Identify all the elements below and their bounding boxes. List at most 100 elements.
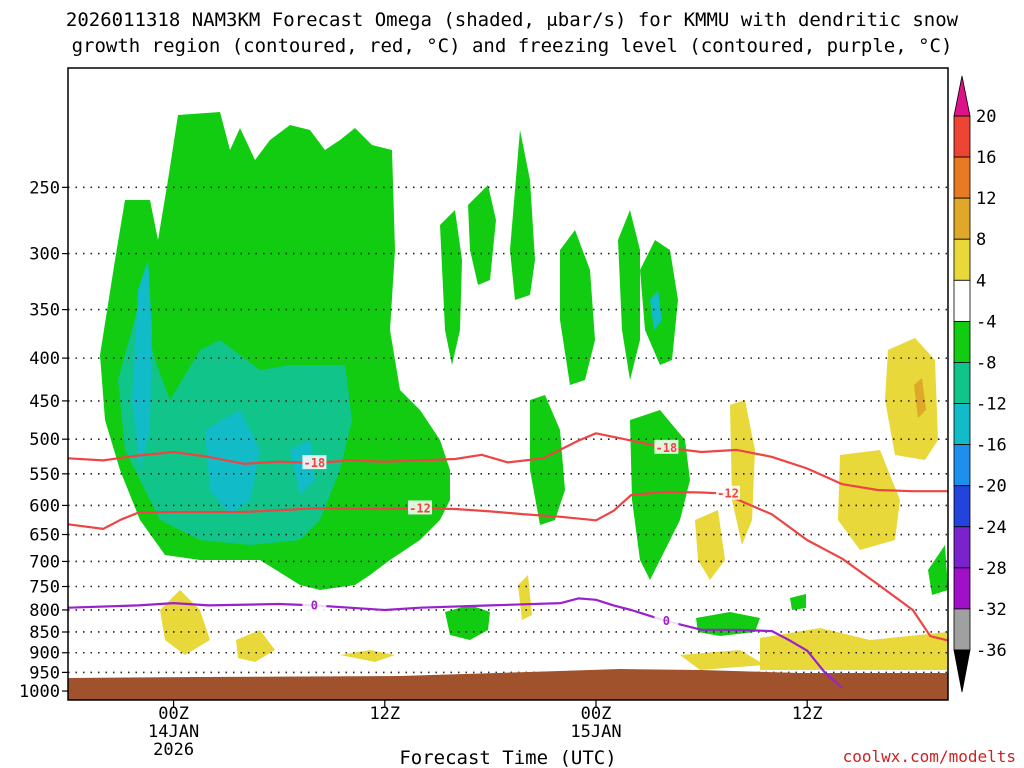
omega-region-yellow-f	[236, 630, 275, 662]
colorbar-label-3: 8	[976, 230, 986, 250]
contour-label-0-1: -18	[656, 441, 678, 455]
colorbar-swatch-1	[953, 156, 971, 199]
x-tick-label-2-1: 00Z	[581, 704, 612, 724]
omega-region-green-k	[790, 594, 806, 610]
colorbar-label-9: -20	[976, 477, 1007, 497]
x-tick-label-0-2: 14JAN	[148, 722, 199, 742]
contour-label-2-1: 0	[663, 614, 670, 628]
y-tick-label-250: 250	[29, 178, 60, 198]
y-tick-label-800: 800	[29, 601, 60, 621]
colorbar-swatch-8	[953, 444, 971, 487]
y-tick-label-950: 950	[29, 663, 60, 683]
colorbar-swatch-11	[953, 567, 971, 610]
omega-region-yellow-i	[760, 628, 948, 670]
chart-title-line2: growth region (contoured, red, °C) and f…	[72, 35, 953, 57]
colorbar-label-10: -24	[976, 518, 1007, 538]
x-tick-label-3-1: 12Z	[792, 704, 823, 724]
y-tick-label-650: 650	[29, 526, 60, 546]
omega-region-cyan-a	[132, 260, 152, 470]
omega-region-green-l	[928, 545, 948, 595]
omega-region-yellow-a	[885, 338, 938, 460]
contour-label-bg-1-0	[408, 500, 432, 515]
y-tick-label-600: 600	[29, 496, 60, 516]
contour-line-1	[68, 490, 948, 642]
colorbar-label-8: -16	[976, 436, 1007, 456]
colorbar-swatch-6	[953, 362, 971, 404]
contour-label-2-0: 0	[311, 598, 318, 612]
y-tick-label-450: 450	[29, 392, 60, 412]
omega-region-yellow-b	[730, 400, 755, 545]
colorbar-swatch-0	[953, 115, 971, 158]
contour-line-0	[68, 432, 948, 493]
contour-label-1-1: -12	[717, 487, 739, 501]
y-tick-label-300: 300	[29, 245, 60, 265]
omega-region-green-d	[530, 395, 565, 525]
y-tick-label-1000: 1000	[19, 682, 60, 702]
contour-label-bg-2-0	[302, 597, 327, 612]
y-tick-label-400: 400	[29, 349, 60, 369]
colorbar-label-2: 12	[976, 189, 996, 209]
colorbar-label-12: -32	[976, 600, 1007, 620]
omega-region-green-f	[618, 210, 640, 380]
contour-label-1-0: -12	[409, 501, 431, 515]
omega-region-green-i	[445, 605, 490, 640]
omega-region-cyan-d	[650, 290, 662, 330]
omega-region-green-e	[560, 230, 595, 385]
omega-region-yellow-c	[838, 450, 900, 550]
y-tick-label-850: 850	[29, 623, 60, 643]
ground-surface	[68, 669, 948, 700]
omega-region-green-b	[468, 185, 496, 285]
colorbar-swatch-9	[953, 485, 971, 528]
y-tick-label-700: 700	[29, 552, 60, 572]
omega-region-orange	[914, 378, 926, 418]
colorbar-over-arrow	[953, 75, 971, 117]
contour-label-0-0: -18	[304, 456, 326, 470]
colorbar-label-6: -8	[976, 353, 996, 373]
colorbar-swatch-4	[953, 279, 971, 322]
omega-region-green-a	[440, 210, 462, 365]
omega-region-yellow-j	[680, 650, 765, 670]
colorbar-swatch-3	[953, 238, 971, 281]
colorbar-swatch-5	[953, 320, 971, 363]
omega-shading	[100, 112, 948, 670]
y-tick-label-900: 900	[29, 644, 60, 664]
contour-label-bg-0-1	[654, 439, 679, 454]
x-axis-label: Forecast Time (UTC)	[399, 747, 616, 768]
colorbar: 20 16 12 8 4 -4 -8 -12 -16 -20 -24 -28 -32 -36	[953, 75, 1007, 693]
colorbar-swatch-12	[953, 608, 971, 651]
credit-text: coolwx.com/modelts	[843, 747, 1016, 766]
colorbar-label-1: 16	[976, 148, 996, 168]
contour-label-bg-1-1	[716, 485, 740, 500]
colorbar-label-7: -12	[976, 395, 1007, 415]
colorbar-swatch-10	[953, 526, 971, 569]
colorbar-label-5: -4	[976, 312, 996, 332]
y-tick-label-750: 750	[29, 578, 60, 598]
contour-label-bg-0-0	[302, 455, 327, 470]
x-tick-label-0-1: 00Z	[158, 704, 189, 724]
colorbar-label-4: 4	[976, 271, 986, 291]
colorbar-swatch-7	[953, 403, 971, 446]
omega-region-yellow-h	[518, 575, 532, 620]
y-axis: 2503003504004505005506006507007508008509…	[19, 178, 68, 702]
x-tick-label-1-1: 12Z	[369, 704, 400, 724]
y-tick-label-550: 550	[29, 465, 60, 485]
plot-frame	[67, 67, 949, 701]
colorbar-label-11: -28	[976, 559, 1007, 579]
colorbar-label-13: -36	[976, 641, 1007, 661]
omega-region-green-c	[510, 130, 535, 300]
y-tick-label-350: 350	[29, 301, 60, 321]
contour-line-2	[68, 597, 844, 689]
omega-region-yellow-d	[695, 510, 725, 580]
chart-title-line1: 2026011318 NAM3KM Forecast Omega (shaded…	[66, 9, 959, 31]
y-tick-label-500: 500	[29, 430, 60, 450]
colorbar-swatch-2	[953, 197, 971, 240]
colorbar-under-arrow	[953, 649, 971, 693]
x-tick-label-0-3: 2026	[153, 740, 194, 760]
colorbar-label-0: 20	[976, 107, 996, 127]
omega-region-yellow-e	[160, 590, 210, 655]
contour-label-bg-2-1	[654, 613, 679, 628]
x-tick-label-2-2: 15JAN	[570, 722, 621, 742]
contour-lines: -18 -18 -12 -12 0 0	[68, 432, 948, 689]
